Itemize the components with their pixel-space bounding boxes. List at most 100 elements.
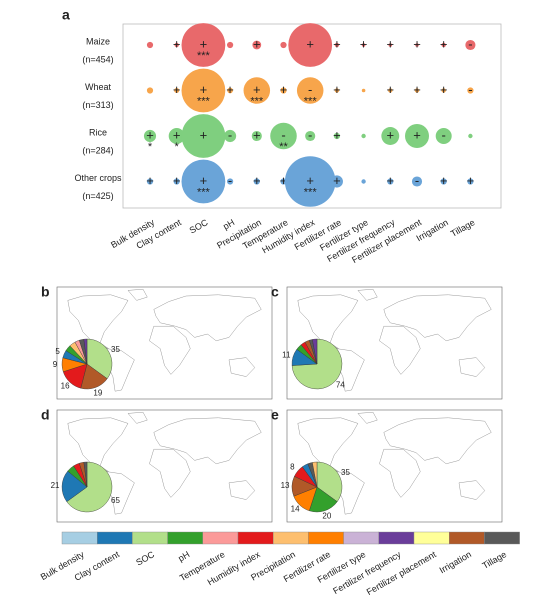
bubble (181, 114, 226, 158)
pie-label: 16 (61, 382, 70, 391)
pie-label: 8 (290, 462, 295, 471)
sign: + (253, 173, 261, 188)
sign: + (200, 173, 208, 188)
bubble (388, 43, 393, 47)
sign: + (413, 82, 421, 97)
bubble (381, 127, 400, 145)
x-tick-label: SOC (188, 217, 210, 236)
sign: - (468, 82, 472, 97)
sign: + (387, 82, 395, 97)
continent (153, 417, 262, 465)
row-n: (n=313) (82, 100, 113, 110)
bubble (227, 41, 234, 49)
pie-label: 20 (322, 512, 331, 521)
pie-label: 13 (281, 481, 290, 490)
legend-swatch (132, 531, 168, 545)
sign: + (440, 36, 448, 51)
bubble (361, 88, 366, 93)
pie-slice (316, 461, 343, 502)
legend-label: Tillage (481, 549, 509, 571)
legend-swatch (237, 531, 274, 545)
sign: + (253, 127, 261, 142)
sign: - (281, 127, 285, 142)
bubble (280, 87, 287, 94)
stars: *** (304, 186, 318, 198)
continent (228, 357, 256, 377)
bubble (440, 178, 447, 185)
legend-swatch (449, 531, 485, 545)
legend-swatch (273, 531, 309, 545)
sign: + (440, 173, 448, 188)
bubble (415, 43, 419, 47)
continent (383, 294, 492, 342)
bubble (305, 130, 316, 142)
bubble (435, 128, 452, 144)
bubble (411, 176, 423, 187)
stars: *** (197, 186, 211, 198)
sign: + (387, 173, 395, 188)
pie-slice (312, 338, 318, 365)
sign: + (200, 127, 208, 142)
bubble (334, 42, 340, 48)
continent (67, 294, 129, 349)
pie-slice (83, 461, 88, 488)
stars: *** (197, 95, 211, 107)
bubble (468, 133, 473, 139)
continent (357, 288, 378, 301)
sign: - (442, 127, 446, 142)
sign: + (413, 36, 421, 51)
row-label: Other crops (74, 173, 122, 183)
bubble (146, 178, 154, 185)
stars: * (148, 141, 153, 153)
row-label: Maize (86, 36, 110, 46)
bubble (181, 159, 226, 204)
sign: + (333, 127, 341, 142)
bubble (174, 42, 179, 48)
bubble (143, 129, 157, 143)
sign: + (387, 127, 395, 142)
bubble (252, 40, 262, 50)
bubble (361, 43, 366, 47)
sign: - (308, 82, 312, 97)
continent (458, 357, 486, 377)
continent (153, 294, 262, 342)
sign: + (173, 36, 181, 51)
sign: + (360, 36, 368, 51)
continent (228, 480, 256, 500)
bubble (270, 122, 297, 150)
sign: - (415, 173, 419, 188)
bubble (467, 178, 474, 185)
continent (127, 411, 148, 424)
pie-slice (312, 461, 318, 488)
row-label: Wheat (85, 82, 112, 92)
bubble (181, 23, 226, 67)
bubble (361, 133, 366, 139)
sign: + (173, 127, 181, 142)
pie-label: 35 (111, 345, 120, 354)
pie-slice (86, 338, 113, 379)
sign: + (173, 173, 181, 188)
bubble (405, 124, 429, 148)
bubble (284, 156, 336, 207)
sign: + (440, 82, 448, 97)
sign: + (333, 36, 341, 51)
legend-label: pH (176, 549, 191, 563)
sign: + (280, 173, 288, 188)
sign: - (468, 36, 472, 51)
sign: + (280, 82, 288, 97)
pie-slice (83, 338, 88, 365)
continent (297, 417, 359, 472)
legend-swatch (484, 531, 520, 545)
bubble (227, 87, 233, 94)
bubble (146, 87, 154, 94)
sign: + (200, 36, 208, 51)
bubble (173, 178, 180, 185)
pie-slice (66, 461, 113, 513)
sign: + (146, 173, 154, 188)
legend-swatch (202, 531, 239, 545)
bubble (280, 41, 287, 49)
bubble (330, 175, 343, 188)
continent (383, 417, 492, 465)
row-n: (n=284) (82, 145, 113, 155)
